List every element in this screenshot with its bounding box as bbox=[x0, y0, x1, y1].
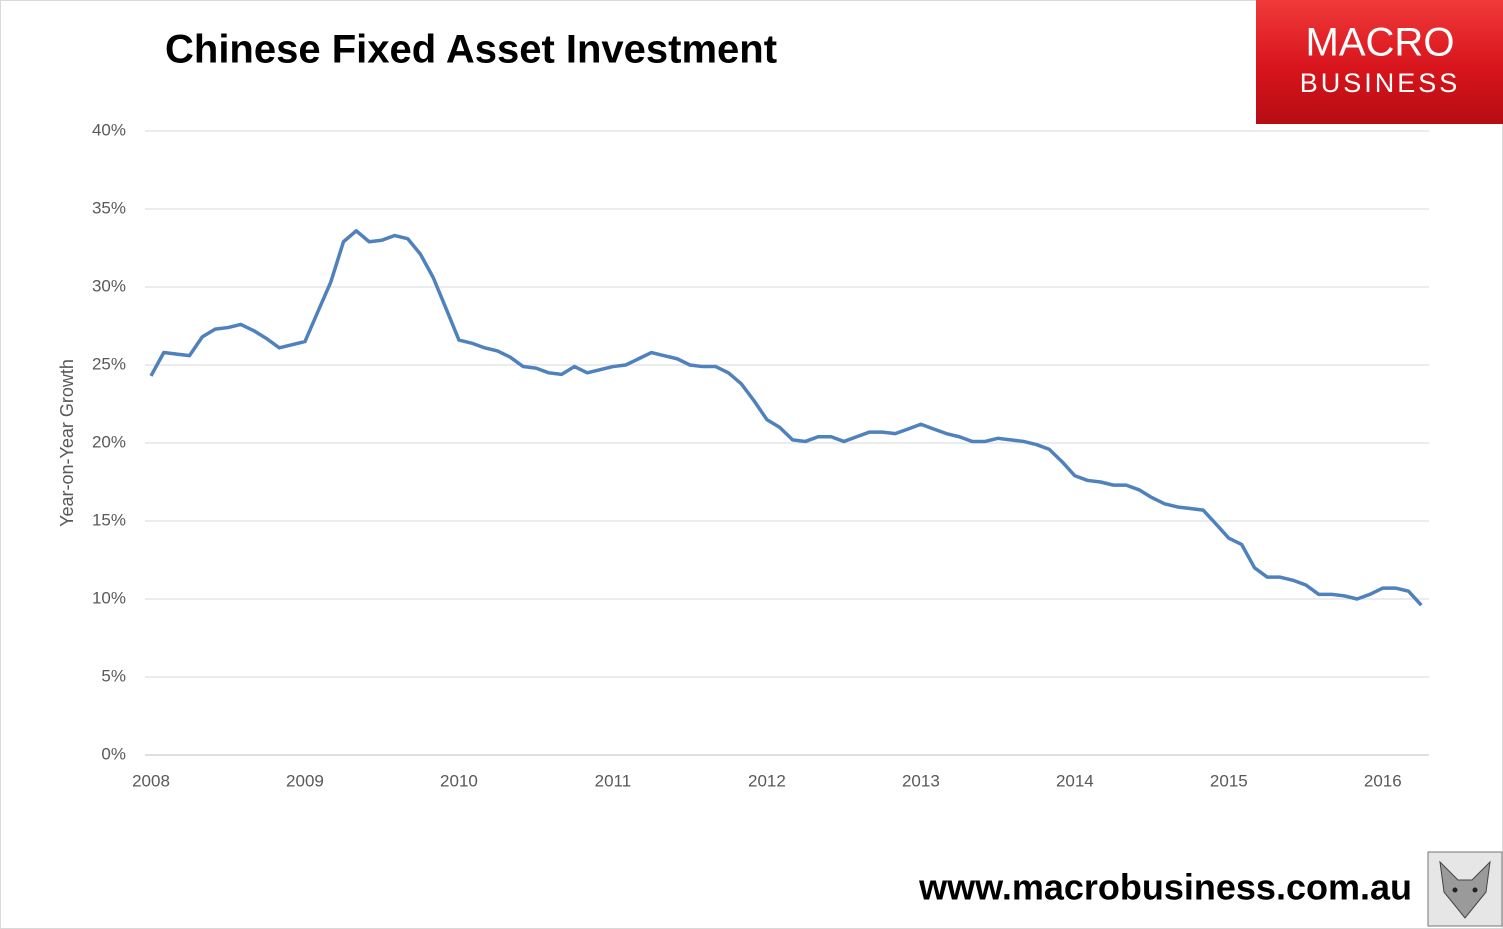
logo-box bbox=[1256, 0, 1503, 124]
y-tick-label: 0% bbox=[101, 744, 126, 763]
chart-title: Chinese Fixed Asset Investment bbox=[165, 28, 777, 72]
footer-url: www.macrobusiness.com.au bbox=[918, 867, 1412, 908]
y-tick-label: 35% bbox=[92, 198, 126, 217]
y-axis-label: Year-on-Year Growth bbox=[57, 359, 77, 527]
x-tick-label: 2015 bbox=[1210, 771, 1248, 790]
y-tick-label: 40% bbox=[92, 120, 126, 139]
x-tick-label: 2014 bbox=[1056, 771, 1094, 790]
x-tick-label: 2009 bbox=[286, 771, 324, 790]
y-tick-label: 5% bbox=[101, 666, 126, 685]
y-tick-label: 20% bbox=[92, 432, 126, 451]
data-line bbox=[149, 229, 1423, 607]
x-tick-label: 2012 bbox=[748, 771, 786, 790]
x-tick-label: 2008 bbox=[132, 771, 170, 790]
y-tick-label: 25% bbox=[92, 354, 126, 373]
x-tick-label: 2013 bbox=[902, 771, 940, 790]
x-tick-label: 2016 bbox=[1364, 771, 1402, 790]
y-tick-label: 30% bbox=[92, 276, 126, 295]
y-tick-label: 15% bbox=[92, 510, 126, 529]
y-tick-label: 10% bbox=[92, 588, 126, 607]
logo-text: MACRO bbox=[1306, 21, 1455, 65]
logo-text: BUSINESS bbox=[1300, 68, 1461, 98]
x-tick-label: 2011 bbox=[595, 771, 632, 790]
x-tick-label: 2010 bbox=[440, 771, 478, 790]
fox-icon bbox=[1427, 851, 1503, 927]
